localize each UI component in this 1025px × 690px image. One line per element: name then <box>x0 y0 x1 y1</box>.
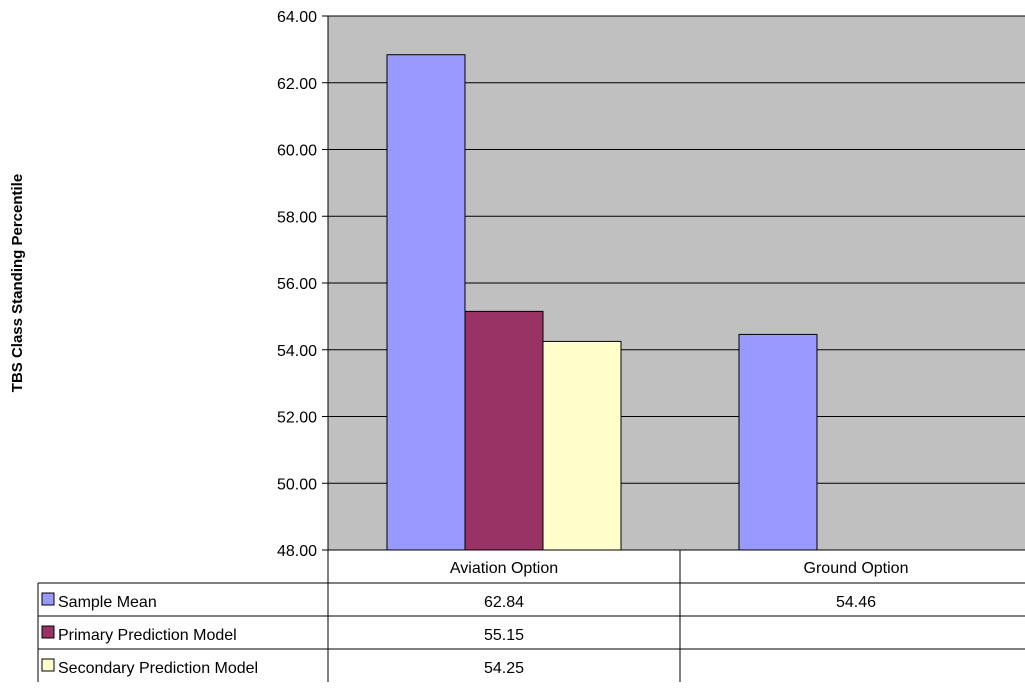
legend-swatch <box>41 625 55 639</box>
y-tick-label: 64.00 <box>277 9 317 26</box>
legend-label: Secondary Prediction Model <box>58 660 258 677</box>
y-tick-label: 54.00 <box>277 343 317 360</box>
y-tick-label: 58.00 <box>277 209 317 226</box>
bar <box>542 340 622 551</box>
data-label: 55.15 <box>484 627 524 644</box>
bar <box>738 333 818 551</box>
y-tick-label: 62.00 <box>277 76 317 93</box>
legend-swatch <box>41 658 55 672</box>
legend-label: Primary Prediction Model <box>58 627 237 644</box>
y-tick-label: 48.00 <box>277 543 317 560</box>
x-tick-label: Ground Option <box>804 560 909 577</box>
bar <box>386 54 466 551</box>
y-tick-label: 50.00 <box>277 476 317 493</box>
data-label: 62.84 <box>484 594 524 611</box>
y-tick-label: 52.00 <box>277 410 317 427</box>
y-axis-label: TBS Class Standing Percentile <box>9 174 26 392</box>
x-tick-label: Aviation Option <box>450 560 558 577</box>
data-label: 54.25 <box>484 660 524 677</box>
bar <box>464 310 544 551</box>
legend-swatch <box>41 592 55 606</box>
data-label: 54.46 <box>836 594 876 611</box>
legend-label: Sample Mean <box>58 594 157 611</box>
y-tick-label: 56.00 <box>277 276 317 293</box>
y-tick-label: 60.00 <box>277 143 317 160</box>
